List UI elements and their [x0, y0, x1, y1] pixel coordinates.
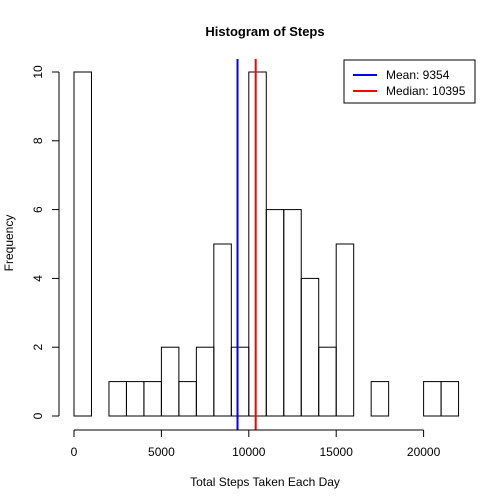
histogram-bar: [335, 243, 355, 417]
histogram-bar: [318, 346, 337, 417]
histogram-bar: [248, 71, 267, 417]
histogram-bar: [370, 381, 390, 417]
histogram-bar: [423, 381, 442, 417]
histogram-bar: [213, 243, 232, 417]
x-tick-label: 0: [71, 445, 78, 459]
histogram-bar: [300, 277, 320, 417]
x-tick-label: 20000: [407, 445, 441, 459]
reference-lines-group: [236, 59, 257, 430]
histogram-bar: [283, 209, 302, 417]
legend-median-label: Median: 10395: [386, 84, 466, 98]
x-tick-label: 5000: [148, 445, 175, 459]
histogram-bar: [178, 381, 197, 417]
histogram-bar: [73, 71, 92, 417]
legend: Mean: 9354 Median: 10395: [343, 59, 476, 104]
x-axis: 0 5000 10000 15000 20000: [71, 429, 441, 459]
histogram-bar: [195, 346, 215, 417]
legend-mean-label: Mean: 9354: [386, 68, 450, 82]
legend-box: [343, 59, 476, 104]
histogram-bar: [108, 381, 127, 417]
y-tick-label: 6: [31, 206, 45, 213]
x-axis-label: Total Steps Taken Each Day: [190, 475, 340, 489]
x-tick-label: 15000: [320, 445, 354, 459]
histogram-bar: [230, 346, 250, 417]
x-tick-label: 10000: [232, 445, 266, 459]
bars-group: [73, 71, 460, 417]
histogram-bar: [143, 381, 162, 417]
chart-title: Histogram of Steps: [205, 24, 324, 39]
histogram-bar: [160, 346, 180, 417]
histogram-bar: [440, 381, 460, 417]
histogram-bar: [265, 209, 285, 417]
histogram-bar: [125, 381, 145, 417]
y-tick-label: 8: [31, 137, 45, 144]
y-tick-label: 10: [31, 65, 45, 79]
y-tick-label: 2: [31, 344, 45, 351]
y-axis: 0 2 4 6 8 10: [31, 65, 60, 419]
y-tick-label: 4: [31, 275, 45, 282]
y-axis-label: Frequency: [2, 215, 16, 272]
y-tick-label: 0: [31, 412, 45, 419]
